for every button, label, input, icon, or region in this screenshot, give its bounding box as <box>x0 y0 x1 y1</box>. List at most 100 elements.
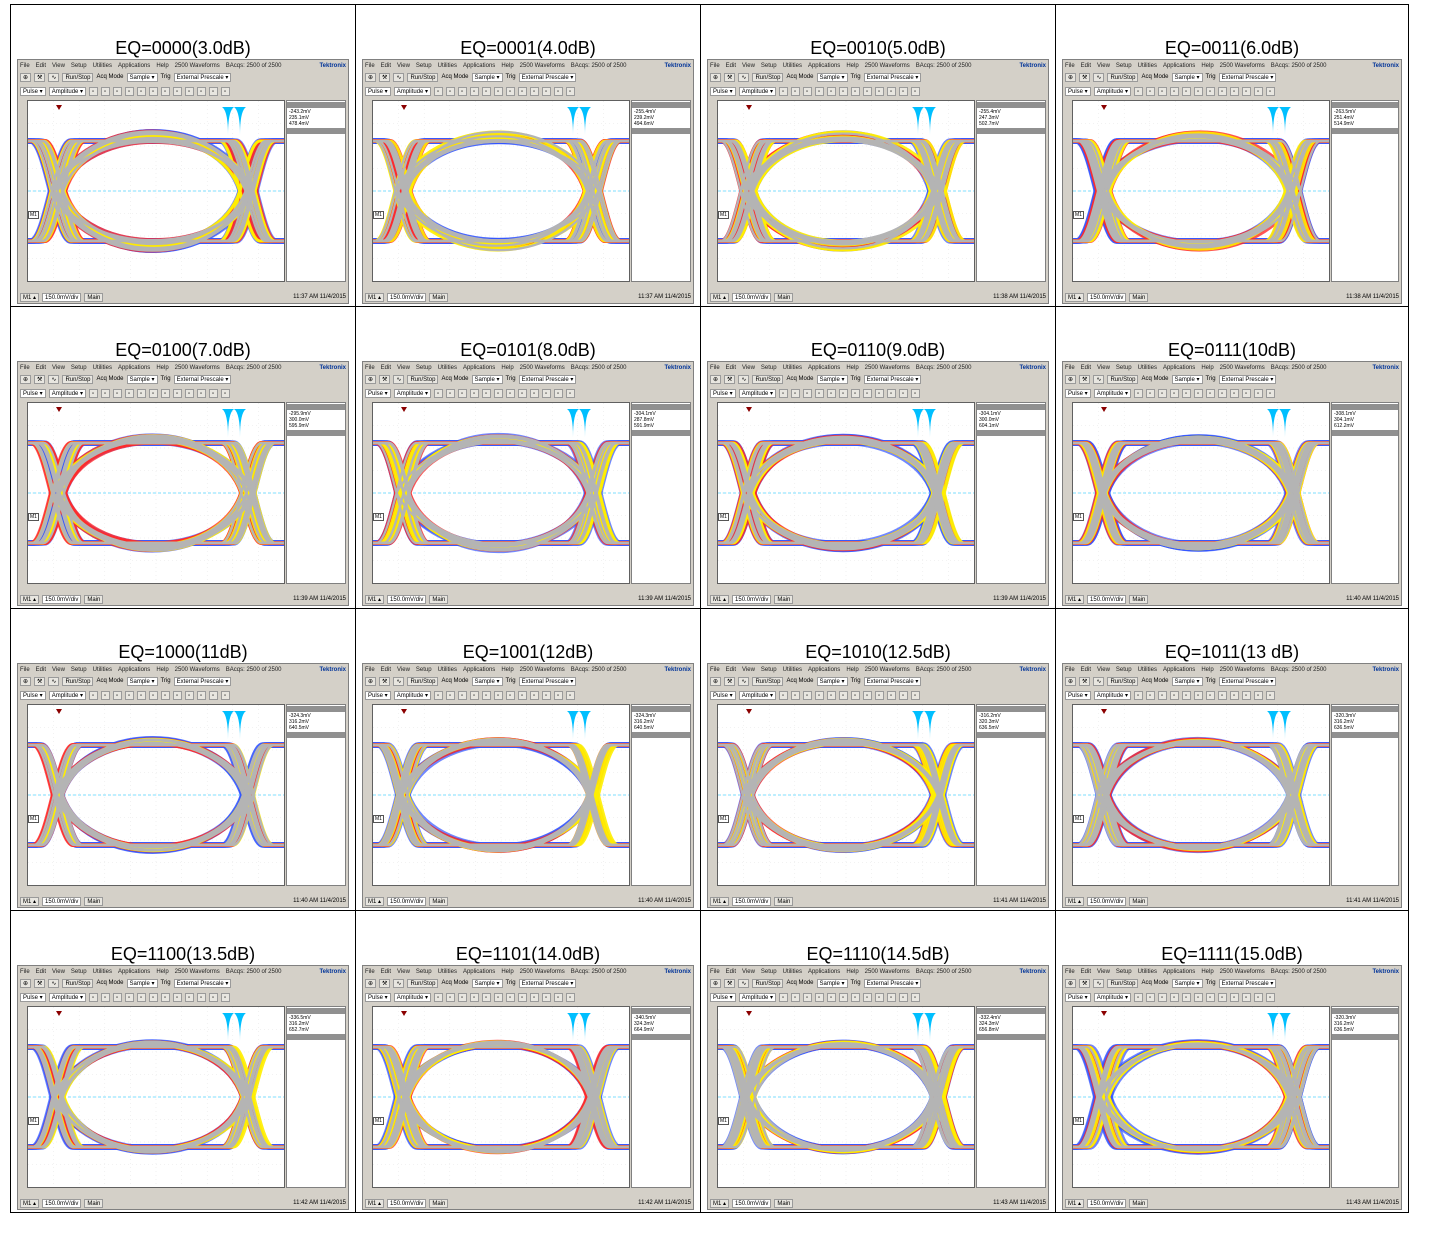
measure-icon[interactable]: ▫ <box>1218 992 1228 1002</box>
measure-icon[interactable]: ▫ <box>899 992 909 1002</box>
menu-edit[interactable]: Edit <box>725 666 737 673</box>
menu-utilities[interactable]: Utilities <box>782 666 802 673</box>
measure-icon[interactable]: ▫ <box>101 690 111 700</box>
menu-view[interactable]: View <box>742 666 755 673</box>
menu-help[interactable]: Help <box>846 666 859 673</box>
measure-icon[interactable]: ▫ <box>875 690 885 700</box>
trig-select[interactable]: External Prescale ▾ <box>173 676 232 686</box>
amplitude-select[interactable]: Amplitude ▾ <box>738 690 777 700</box>
measure-icon[interactable]: ▫ <box>518 690 528 700</box>
measure-icon[interactable]: ▫ <box>113 992 123 1002</box>
tools-icon[interactable]: ⚒ <box>1079 374 1091 384</box>
measure-icon[interactable]: ▫ <box>494 690 504 700</box>
menu-setup[interactable]: Setup <box>760 364 777 371</box>
measure-icon[interactable]: ▫ <box>815 690 825 700</box>
measure-icon[interactable]: ▫ <box>803 992 813 1002</box>
run-stop-button[interactable]: Run/Stop <box>1107 676 1139 686</box>
menu-help[interactable]: Help <box>156 364 169 371</box>
menu-edit[interactable]: Edit <box>725 62 737 69</box>
menu-utilities[interactable]: Utilities <box>782 968 802 975</box>
menu-edit[interactable]: Edit <box>1080 364 1092 371</box>
measure-icon[interactable]: ▫ <box>791 690 801 700</box>
measure-icon[interactable]: ▫ <box>1254 86 1264 96</box>
menu-help[interactable]: Help <box>846 62 859 69</box>
measure-icon[interactable]: ▫ <box>803 690 813 700</box>
channel-button[interactable]: M1 ▴ <box>20 594 40 604</box>
measure-icon[interactable]: ▫ <box>827 690 837 700</box>
menu-applications[interactable]: Applications <box>117 968 151 975</box>
acq-mode-select[interactable]: Sample ▾ <box>471 72 503 82</box>
menu-view[interactable]: View <box>1097 62 1110 69</box>
measure-icon[interactable]: ▫ <box>173 690 183 700</box>
menu-setup[interactable]: Setup <box>760 666 777 673</box>
timebase-main[interactable]: Main <box>1129 594 1149 604</box>
channel-button[interactable]: M1 ▴ <box>20 1198 40 1208</box>
timebase-main[interactable]: Main <box>429 896 449 906</box>
measure-icon[interactable]: ▫ <box>554 388 564 398</box>
pulse-select[interactable]: Pulse ▾ <box>1065 690 1091 700</box>
measure-icon[interactable]: ▫ <box>875 992 885 1002</box>
tools-icon[interactable]: ⚒ <box>1079 978 1091 988</box>
menu-applications[interactable]: Applications <box>807 666 841 673</box>
pulse-select[interactable]: Pulse ▾ <box>365 388 391 398</box>
menu-file[interactable]: File <box>710 968 720 975</box>
menu-file[interactable]: File <box>365 666 375 673</box>
menu-view[interactable]: View <box>1097 666 1110 673</box>
run-stop-button[interactable]: Run/Stop <box>407 676 439 686</box>
trig-select[interactable]: External Prescale ▾ <box>863 374 922 384</box>
vertical-scale[interactable]: 150.0mV/div <box>387 1198 427 1208</box>
menu-help[interactable]: Help <box>501 364 514 371</box>
menu-help[interactable]: Help <box>846 968 859 975</box>
measure-icon[interactable]: ▫ <box>125 388 135 398</box>
timebase-main[interactable]: Main <box>1129 1198 1149 1208</box>
menu-applications[interactable]: Applications <box>117 62 151 69</box>
menu-view[interactable]: View <box>397 62 410 69</box>
menu-edit[interactable]: Edit <box>725 968 737 975</box>
menu-view[interactable]: View <box>397 364 410 371</box>
timebase-main[interactable]: Main <box>1129 292 1149 302</box>
measure-icon[interactable]: ▫ <box>494 86 504 96</box>
menu-file[interactable]: File <box>365 62 375 69</box>
measure-icon[interactable]: ▫ <box>791 992 801 1002</box>
measure-icon[interactable]: ▫ <box>1242 388 1252 398</box>
menu-utilities[interactable]: Utilities <box>92 62 112 69</box>
channel-button[interactable]: M1 ▴ <box>1065 594 1085 604</box>
measure-icon[interactable]: ▫ <box>1170 86 1180 96</box>
pulse-select[interactable]: Pulse ▾ <box>710 690 736 700</box>
measure-icon[interactable]: ▫ <box>101 86 111 96</box>
zoom-icon[interactable]: ⊕ <box>20 374 32 384</box>
pulse-select[interactable]: Pulse ▾ <box>1065 388 1091 398</box>
tools-icon[interactable]: ⚒ <box>724 374 736 384</box>
menu-edit[interactable]: Edit <box>35 364 47 371</box>
zoom-icon[interactable]: ⊕ <box>710 978 722 988</box>
menu-view[interactable]: View <box>1097 968 1110 975</box>
menu-utilities[interactable]: Utilities <box>92 666 112 673</box>
measure-icon[interactable]: ▫ <box>1206 992 1216 1002</box>
vertical-scale[interactable]: 150.0mV/div <box>732 292 772 302</box>
measure-icon[interactable]: ▫ <box>1242 690 1252 700</box>
zoom-icon[interactable]: ⊕ <box>710 676 722 686</box>
waveform-icon[interactable]: ∿ <box>738 676 750 686</box>
menu-edit[interactable]: Edit <box>35 968 47 975</box>
measure-icon[interactable]: ▫ <box>197 992 207 1002</box>
measure-icon[interactable]: ▫ <box>815 992 825 1002</box>
measure-icon[interactable]: ▫ <box>863 86 873 96</box>
menu-file[interactable]: File <box>365 968 375 975</box>
measure-icon[interactable]: ▫ <box>1230 86 1240 96</box>
menu-applications[interactable]: Applications <box>1162 364 1196 371</box>
run-stop-button[interactable]: Run/Stop <box>1107 978 1139 988</box>
measure-icon[interactable]: ▫ <box>1206 388 1216 398</box>
waveform-icon[interactable]: ∿ <box>1093 72 1105 82</box>
measure-icon[interactable]: ▫ <box>149 86 159 96</box>
measure-icon[interactable]: ▫ <box>173 388 183 398</box>
measure-icon[interactable]: ▫ <box>1206 690 1216 700</box>
measure-icon[interactable]: ▫ <box>1146 992 1156 1002</box>
waveform-icon[interactable]: ∿ <box>393 72 405 82</box>
trig-select[interactable]: External Prescale ▾ <box>518 72 577 82</box>
measure-icon[interactable]: ▫ <box>458 690 468 700</box>
measure-icon[interactable]: ▫ <box>434 388 444 398</box>
run-stop-button[interactable]: Run/Stop <box>62 374 94 384</box>
pulse-select[interactable]: Pulse ▾ <box>20 992 46 1002</box>
measure-icon[interactable]: ▫ <box>518 992 528 1002</box>
measure-icon[interactable]: ▫ <box>1182 86 1192 96</box>
